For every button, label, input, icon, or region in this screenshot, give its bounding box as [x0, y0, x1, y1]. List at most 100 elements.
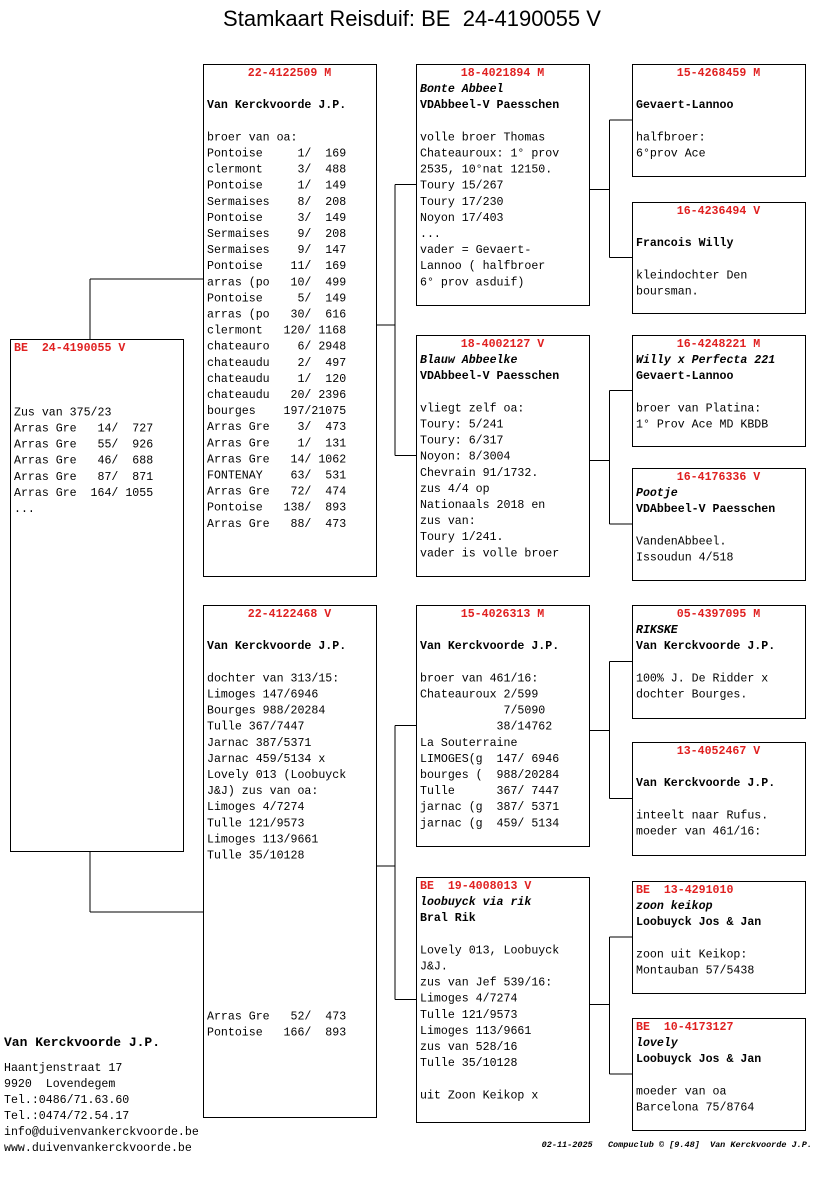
note-line: vliegt zelf oa:: [420, 402, 524, 415]
note-line: boursman.: [636, 286, 699, 299]
pigeon-name: RIKSKE: [636, 624, 679, 637]
pigeon-name: lovely: [636, 1037, 679, 1050]
ring-number: BE 10-4173127: [636, 1021, 733, 1034]
note-line: Zus van 375/23: [14, 406, 111, 419]
note-line: vader = Gevaert-: [420, 244, 531, 257]
ring-number: 16-4236494 V: [677, 205, 761, 218]
note-line: inteelt naar Rufus.: [636, 809, 768, 822]
note-line: Arras Gre 1/ 131: [207, 437, 346, 450]
ring-number: 22-4122468 V: [248, 608, 332, 621]
breeder-line: 9920 Lovendegem: [4, 1078, 115, 1091]
pigeon-box: [632, 202, 806, 314]
note-line: clermont 120/ 1168: [207, 325, 346, 338]
note-line: Lovely 013, Loobuyck: [420, 944, 559, 957]
note-line: La Souterraine: [420, 737, 517, 750]
note-line: Toury 15/267: [420, 180, 504, 193]
note-line: Bourges 988/20284: [207, 705, 325, 718]
owner: Van Kerckvoorde J.P.: [207, 640, 346, 653]
pigeon-name: zoon keikop: [636, 900, 713, 913]
pigeon-name: Bonte Abbeel: [420, 83, 504, 96]
pigeon-box: [416, 877, 590, 1123]
note-line: dochter van 313/15:: [207, 672, 339, 685]
note-line: Tulle 367/7447: [207, 721, 304, 734]
note-line: kleindochter Den: [636, 269, 747, 282]
note-line: Jarnac 459/5134 x: [207, 753, 325, 766]
footer: 02-11-2025 Compuclub © [9.48] Van Kerckv…: [542, 1140, 812, 1150]
note-line: Sermaises 9/ 208: [207, 228, 346, 241]
ring-number: 15-4268459 M: [677, 67, 761, 80]
note-line: Pontoise 138/ 893: [207, 502, 346, 515]
note-line: 38/14762: [420, 721, 552, 734]
owner: Loobuyck Jos & Jan: [636, 1053, 761, 1066]
note-line: 100% J. De Ridder x: [636, 672, 768, 685]
note-line: clermont 3/ 488: [207, 164, 346, 177]
note-line: Arras Gre 14/ 727: [14, 423, 153, 436]
note-line: Tulle 35/10128: [207, 850, 304, 863]
breeder-line: info@duivenvankerckvoorde.be: [4, 1126, 199, 1139]
note-line: Arras Gre 55/ 926: [14, 439, 153, 452]
note-line: 1° Prov Ace MD KBDB: [636, 419, 768, 432]
pigeon-box: [632, 881, 806, 994]
note-line: Pontoise 11/ 169: [207, 260, 346, 273]
note-line: zus van 528/16: [420, 1041, 517, 1054]
note-line: Chateauroux: 1° prov: [420, 148, 559, 161]
note-line: Tulle 367/ 7447: [420, 785, 559, 798]
note-line: 7/5090: [420, 705, 545, 718]
note-line: Pontoise 166/ 893: [207, 1027, 346, 1040]
owner: Francois Willy: [636, 237, 733, 250]
note-line: Sermaises 9/ 147: [207, 244, 346, 257]
pigeon-box: [203, 605, 377, 1118]
ring-number: 05-4397095 M: [677, 608, 761, 621]
pigeon-box: [632, 605, 806, 719]
note-line: Toury: 6/317: [420, 435, 504, 448]
note-line: zus van Jef 539/16:: [420, 977, 552, 990]
note-line: uit Zoon Keikop x: [420, 1089, 538, 1102]
note-line: Toury 17/230: [420, 196, 504, 209]
title: Stamkaart Reisduif: BE 24-4190055 V: [223, 6, 601, 31]
note-line: VandenAbbeel.: [636, 535, 726, 548]
breeder-line: Tel.:0486/71.63.60: [4, 1094, 129, 1107]
owner: Van Kerckvoorde J.P.: [636, 640, 775, 653]
note-line: chateaudu 2/ 497: [207, 357, 346, 370]
note-line: Tulle 35/10128: [420, 1057, 517, 1070]
note-line: Limoges 147/6946: [207, 689, 318, 702]
note-line: 6° prov asduif): [420, 276, 524, 289]
owner: Loobuyck Jos & Jan: [636, 916, 761, 929]
note-line: jarnac (g 387/ 5371: [420, 801, 559, 814]
note-line: Chevrain 91/1732.: [420, 467, 538, 480]
note-line: 6°prov Ace: [636, 148, 706, 161]
note-line: Tulle 121/9573: [420, 1009, 517, 1022]
pigeon-name: Blauw Abbeelke: [420, 354, 517, 367]
note-line: Limoges 113/9661: [420, 1025, 531, 1038]
note-line: chateauro 6/ 2948: [207, 341, 346, 354]
owner: VDAbbeel-V Paesschen: [420, 99, 559, 112]
note-line: Nationaals 2018 en: [420, 499, 545, 512]
note-line: Montauban 57/5438: [636, 965, 754, 978]
note-line: Toury 1/241.: [420, 531, 504, 544]
note-line: Limoges 113/9661: [207, 833, 318, 846]
pigeon-box: [632, 1018, 806, 1131]
note-line: Lannoo ( halfbroer: [420, 260, 545, 273]
note-line: Jarnac 387/5371: [207, 737, 311, 750]
owner: VDAbbeel-V Paesschen: [636, 503, 775, 516]
note-line: Issoudun 4/518: [636, 552, 733, 565]
pigeon-box: [10, 339, 184, 852]
ring-number: 22-4122509 M: [248, 67, 332, 80]
pigeon-name: Pootje: [636, 487, 678, 500]
owner: Gevaert-Lannoo: [636, 99, 733, 112]
note-line: Toury: 5/241: [420, 419, 504, 432]
note-line: J&J.: [420, 961, 448, 974]
ring-number: 16-4248221 M: [677, 338, 761, 351]
note-line: dochter Bourges.: [636, 689, 747, 702]
note-line: Barcelona 75/8764: [636, 1102, 754, 1115]
note-line: FONTENAY 63/ 531: [207, 470, 346, 483]
note-line: arras (po 30/ 616: [207, 309, 346, 322]
note-line: Tulle 121/9573: [207, 817, 304, 830]
ring-number: 18-4021894 M: [461, 67, 545, 80]
note-line: broer van Platina:: [636, 402, 761, 415]
note-line: Lovely 013 (Loobuyck: [207, 769, 346, 782]
ring-number: BE 19-4008013 V: [420, 880, 531, 893]
note-line: broer van 461/16:: [420, 672, 538, 685]
note-line: Noyon: 8/3004: [420, 451, 510, 464]
